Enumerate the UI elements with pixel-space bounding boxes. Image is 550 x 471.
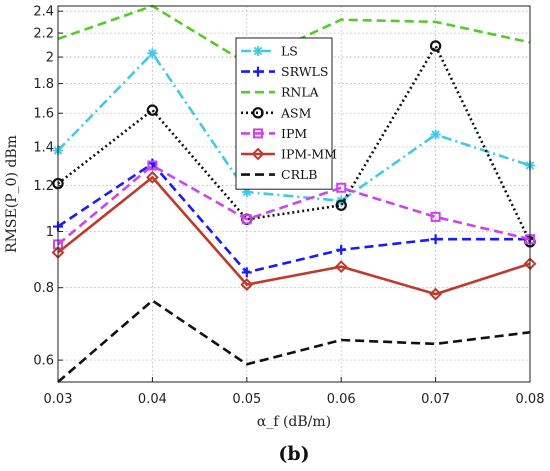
y-ticks: 0.6 0.8 1 1.2 1.4 1.6 1.8 2 2.2 2.4 [33,5,54,369]
data-point-ipm [241,214,252,225]
legend-label: IPM-MM [281,147,337,162]
y-tick-label: 1 [46,225,54,240]
y-tick-label: 2.2 [33,27,54,42]
legend-label: IPM [281,126,307,141]
series-ipm-mm [51,170,537,301]
data-point-srwls [336,244,347,255]
data-point-ls [430,129,441,140]
legend-item-ls: LS [241,44,298,59]
data-point-asm [146,104,159,116]
x-ticks: 0.03 0.04 0.05 0.06 0.07 0.08 [44,392,545,407]
series-line-ipm [57,164,531,246]
x-tick-label: 0.06 [327,392,356,407]
legend-marker [253,66,263,77]
y-tick-label: 2 [46,51,54,66]
data-point-ipm-mm [429,287,443,301]
legend-item-asm: ASM [241,105,312,120]
data-point-ipm-mm [334,260,348,273]
y-tick-label: 0.6 [33,354,54,369]
y-axis-label: RMSE(P_0) dBm [4,135,20,253]
series-line-srwls [57,162,530,274]
series-rnla [57,4,531,65]
legend-marker [251,147,265,161]
legend-item-crlb: CRLB [241,167,317,182]
data-point-asm [335,199,347,211]
legend-item-ipm-mm: IPM-MM [241,147,337,162]
legend-label: ASM [280,105,312,120]
x-tick-label: 0.04 [138,392,167,407]
x-tick-label: 0.08 [516,392,545,407]
x-tick-label: 0.07 [421,392,450,407]
series-crlb [57,299,531,383]
data-point-ipm-mm [240,278,254,291]
legend-item-rnla: RNLA [241,85,320,100]
series-layer [51,4,537,383]
y-tick-label: 1.2 [33,179,54,194]
data-point-srwls [241,267,252,278]
data-point-ls [147,48,158,59]
x-tick-label: 0.05 [232,392,261,407]
data-point-ipm [336,182,347,193]
legend-item-ipm: IPM [241,126,307,141]
y-tick-label: 1.6 [33,107,54,122]
series-line-ls [57,51,531,203]
x-tick-label: 0.03 [44,392,73,407]
y-tick-label: 2.4 [33,5,54,20]
data-point-ipm [430,211,441,222]
y-tick-label: 0.8 [33,281,54,296]
x-axis-label: α_f (dB/m) [257,414,331,430]
panel-label: (b) [278,443,309,465]
data-point-ls [241,187,252,198]
legend-item-srwls: SRWLS [241,64,328,79]
legend-label: LS [281,44,298,59]
series-line-crlb [57,299,531,383]
y-tick-label: 1.8 [33,77,54,92]
legend-label: SRWLS [281,64,328,79]
legend-marker [252,107,264,119]
y-tick-label: 1.4 [33,140,54,155]
legend: LS SRWLS RNLA ASM IPM IPM-MM CRLB [235,37,337,190]
legend-label: CRLB [281,167,317,182]
legend-marker [253,46,263,56]
data-point-asm [429,40,442,52]
series-line-rnla [57,4,531,65]
data-point-ipm [147,160,158,171]
series-line-ipm-mm [57,176,531,296]
legend-marker [253,128,263,139]
legend-label: RNLA [281,85,320,100]
series-line-asm [57,44,532,243]
data-point-ipm-mm [145,170,159,184]
plot-frame [57,5,531,383]
data-point-srwls [430,234,441,245]
